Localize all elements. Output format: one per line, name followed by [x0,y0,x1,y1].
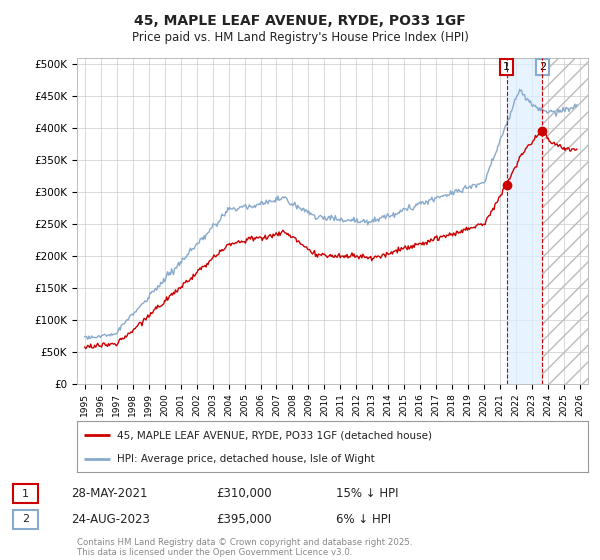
Text: £395,000: £395,000 [216,512,272,526]
Text: 28-MAY-2021: 28-MAY-2021 [71,487,148,501]
Text: 2: 2 [22,514,29,524]
Text: Contains HM Land Registry data © Crown copyright and database right 2025.
This d: Contains HM Land Registry data © Crown c… [77,538,412,557]
Bar [542,58,588,384]
Text: 24-AUG-2023: 24-AUG-2023 [71,512,149,526]
Text: HPI: Average price, detached house, Isle of Wight: HPI: Average price, detached house, Isle… [116,454,374,464]
Text: 15% ↓ HPI: 15% ↓ HPI [336,487,398,501]
Bar [506,58,542,384]
Text: 45, MAPLE LEAF AVENUE, RYDE, PO33 1GF: 45, MAPLE LEAF AVENUE, RYDE, PO33 1GF [134,14,466,28]
Text: 6% ↓ HPI: 6% ↓ HPI [336,512,391,526]
Text: Price paid vs. HM Land Registry's House Price Index (HPI): Price paid vs. HM Land Registry's House … [131,31,469,44]
Text: 1: 1 [503,62,510,72]
Text: 45, MAPLE LEAF AVENUE, RYDE, PO33 1GF (detached house): 45, MAPLE LEAF AVENUE, RYDE, PO33 1GF (d… [116,430,431,440]
Text: £310,000: £310,000 [216,487,272,501]
Text: 1: 1 [22,489,29,499]
Text: 2: 2 [539,62,546,72]
